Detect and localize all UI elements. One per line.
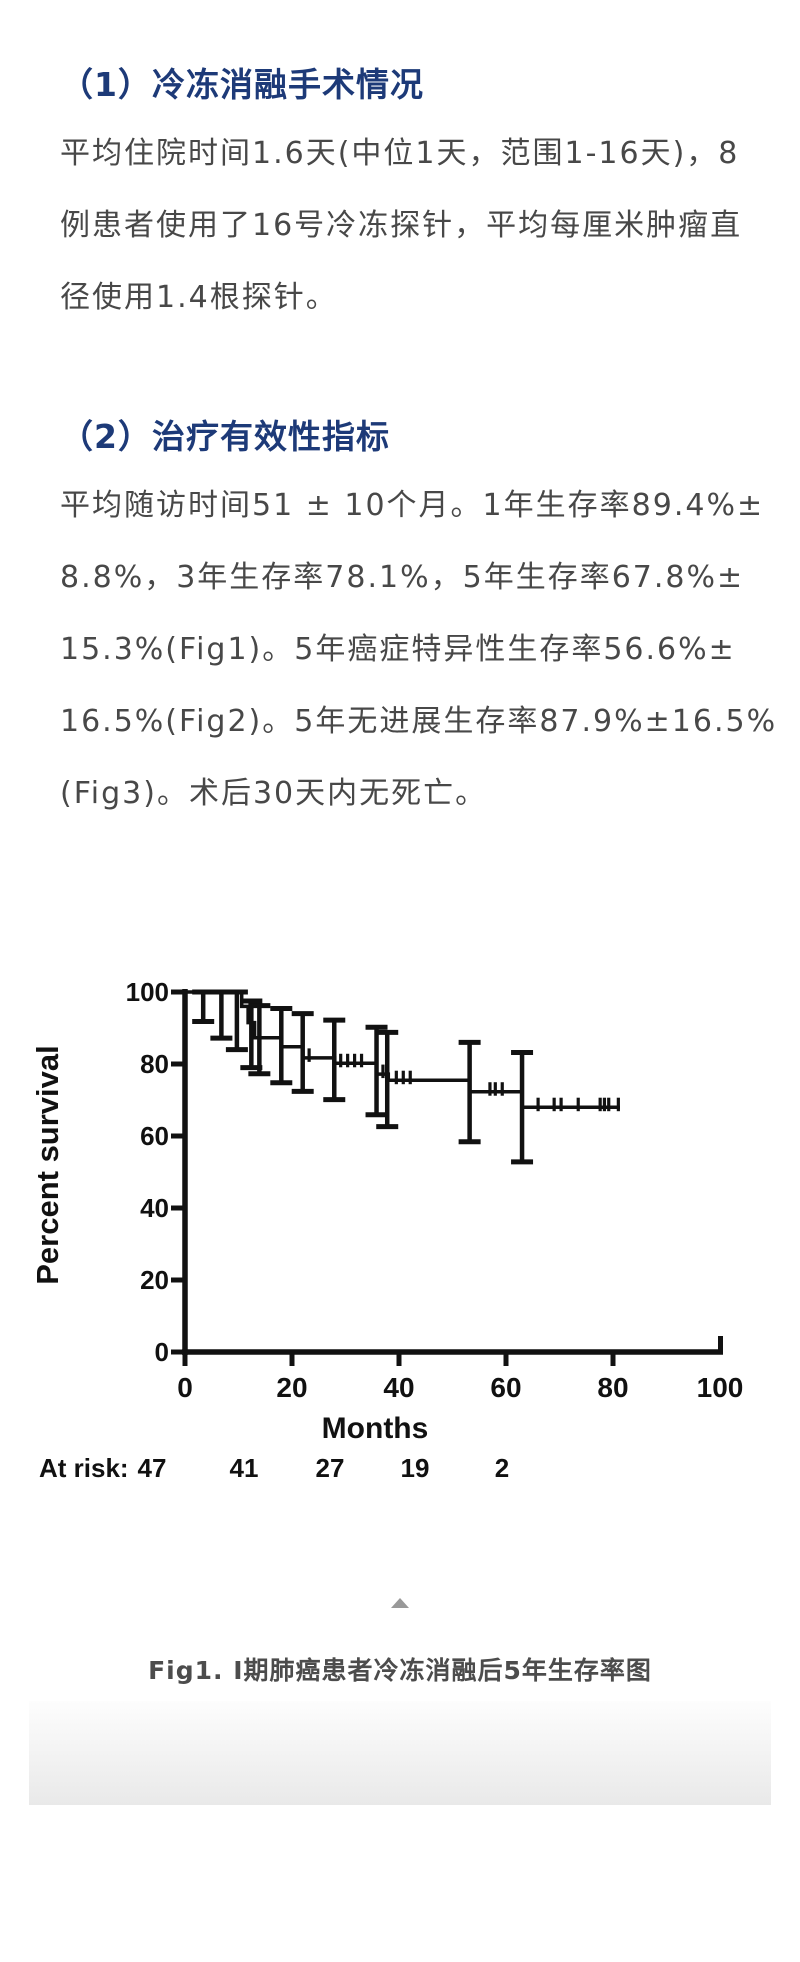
error-bar [458, 1039, 481, 1145]
text-line: 8.8%，3年生存率78.1%，5年生存率67.8%± [60, 560, 745, 595]
x-axis-title: Months [322, 1412, 429, 1445]
x-tick-label: 80 [597, 1372, 628, 1403]
at-risk-label: At risk: [39, 1453, 129, 1483]
figure-block: 0 20 40 60 80 100 0 20 40 60 80 100 Months Percent su… [0, 970, 800, 1688]
section-heading-1: （1）冷冻消融手术情况 [60, 65, 424, 104]
article-page: { "page": { "background": "#ffffff" }, "… [0, 62, 800, 1962]
error-bar [225, 989, 248, 1053]
article-content: （1）冷冻消融手术情况 平均住院时间1.6天(中位1天，范围1-16天)，8 例患… [0, 62, 800, 830]
x-tick-label: 40 [383, 1372, 414, 1403]
y-axis-title-text: Percent survival [30, 1045, 65, 1285]
next-section-preview [29, 1701, 771, 1805]
error-bar [270, 1006, 293, 1086]
x-tick-label: 0 [177, 1372, 193, 1403]
at-risk-value: 41 [230, 1453, 259, 1483]
y-tick-label: 0 [155, 1337, 169, 1367]
text-line: (Fig3)。术后30天内无死亡。 [60, 776, 488, 811]
at-risk-value: 2 [495, 1453, 509, 1483]
error-bar [192, 989, 215, 1025]
figure-caption: Fig1. I期肺癌患者冷冻消融后5年生存率图 [148, 1656, 652, 1685]
x-tick-label: 20 [276, 1372, 307, 1403]
error-bar [248, 1003, 271, 1077]
paragraph-1: 平均住院时间1.6天(中位1天，范围1-16天)，8 例患者使用了16号冷冻探针，… [60, 118, 740, 334]
error-bar [376, 1029, 399, 1130]
error-bar [365, 1024, 388, 1118]
at-risk-value: 19 [401, 1453, 430, 1483]
y-tick-label: 60 [140, 1121, 169, 1151]
arrow-row [0, 1598, 800, 1608]
at-risk-value: 27 [316, 1453, 345, 1483]
error-bar [210, 989, 233, 1041]
text-line: 15.3%(Fig1)。5年癌症特异性生存率56.6%± [60, 632, 736, 667]
text-line: 16.5%(Fig2)。5年无进展生存率87.9%±16.5% [60, 704, 778, 739]
paragraph-2: 平均随访时间51 ± 10个月。1年生存率89.4%± 8.8%，3年生存率78.… [60, 470, 778, 830]
error-bar [291, 1011, 314, 1094]
section-heading-2: （2）治疗有效性指标 [60, 417, 390, 456]
survival-chart-figure: 0 20 40 60 80 100 0 20 40 60 80 100 Months Percent su… [30, 977, 744, 1483]
y-tick-label: 20 [140, 1265, 169, 1295]
x-tick-label: 100 [697, 1372, 744, 1403]
y-axis-title: Percent survival [30, 1045, 65, 1285]
text-line: 平均住院时间1.6天(中位1天，范围1-16天)，8 [60, 136, 740, 171]
y-tick-label: 80 [140, 1049, 169, 1079]
text-line: 径使用1.4根探针。 [60, 280, 338, 315]
text-line: 例患者使用了16号冷冻探针，平均每厘米肿瘤直 [60, 208, 743, 243]
x-tick-label: 60 [490, 1372, 521, 1403]
y-tick-label: 100 [126, 977, 169, 1007]
collapse-arrow-icon[interactable] [391, 1598, 409, 1608]
y-tick-label: 40 [140, 1193, 169, 1223]
text-line: 平均随访时间51 ± 10个月。1年生存率89.4%± [60, 488, 765, 523]
error-bar [511, 1049, 534, 1165]
at-risk-value: 47 [138, 1453, 167, 1483]
error-bar [323, 1017, 346, 1103]
